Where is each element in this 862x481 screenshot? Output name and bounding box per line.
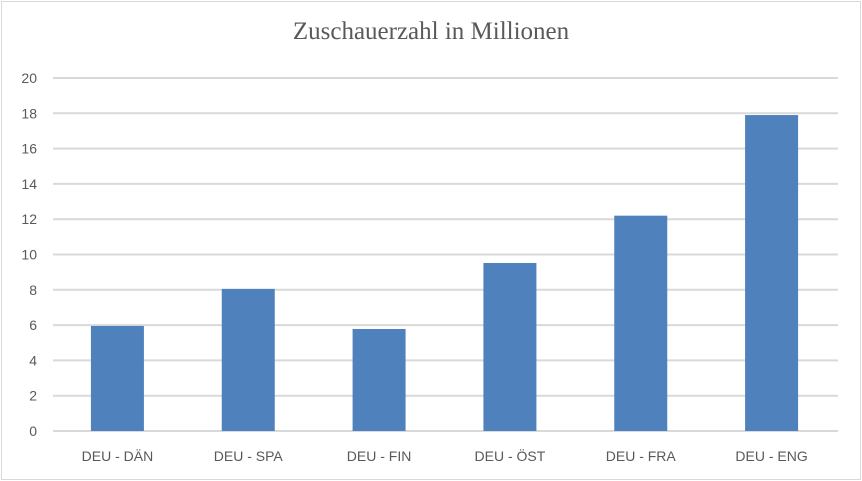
y-tick-label: 18 [21,105,37,121]
bar-2 [221,288,275,431]
y-tick-label: 10 [21,247,37,263]
bar-1 [90,325,144,431]
x-category-label: DEU - ENG [735,448,807,464]
y-tick-label: 8 [29,282,37,298]
y-tick-label: 6 [29,317,37,333]
chart-title: Zuschauerzahl in Millionen [292,18,570,45]
x-category-label: DEU - DÄN [82,448,154,464]
y-tick-label: 4 [29,352,37,368]
y-tick-label: 0 [29,423,37,439]
x-category-label: DEU - FIN [347,448,412,464]
x-category-label: DEU - SPA [214,448,284,464]
x-category-label: DEU - ÖST [475,447,546,464]
y-tick-label: 12 [21,211,37,227]
y-tick-label: 14 [21,176,37,192]
bar-5 [614,215,668,431]
y-tick-label: 20 [21,70,37,86]
bar-4 [483,262,537,431]
y-tick-label: 16 [21,141,37,157]
bar-6 [745,115,799,431]
x-category-label: DEU - FRA [606,448,677,464]
y-tick-label: 2 [29,388,37,404]
bar-3 [352,328,406,431]
